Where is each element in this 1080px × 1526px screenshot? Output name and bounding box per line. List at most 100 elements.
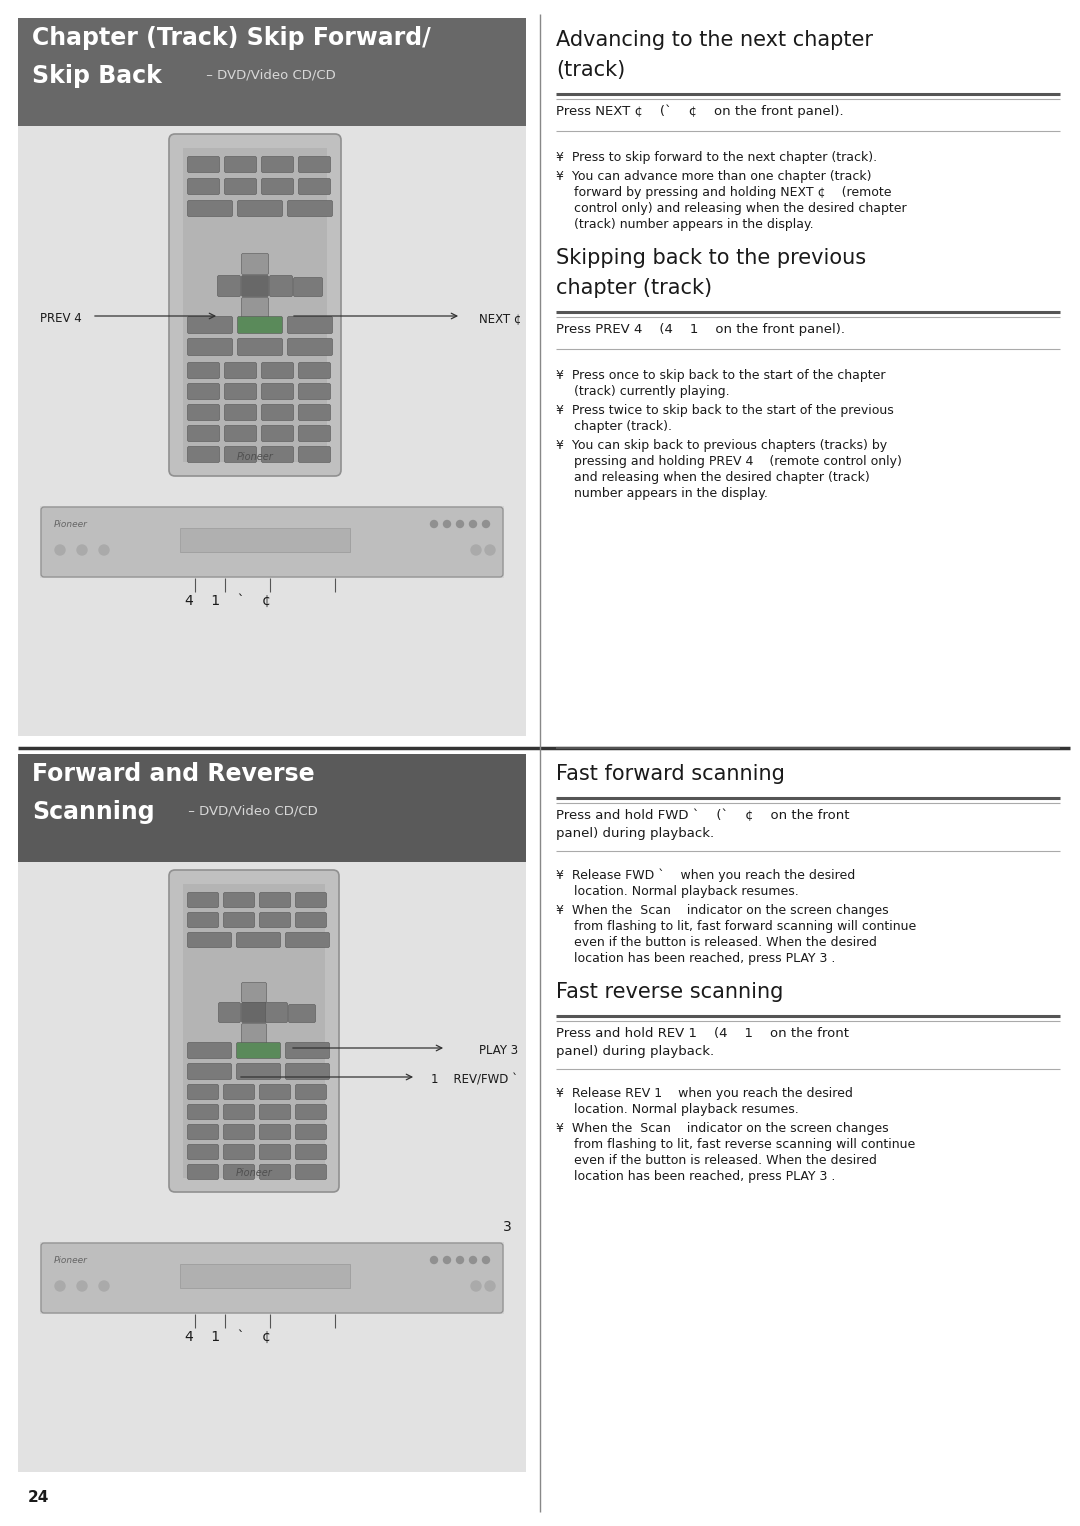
Text: Advancing to the next chapter: Advancing to the next chapter <box>556 31 873 50</box>
Bar <box>180 528 350 552</box>
FancyBboxPatch shape <box>225 179 257 194</box>
FancyBboxPatch shape <box>188 316 232 334</box>
Text: pressing and holding PREV 4    (remote control only): pressing and holding PREV 4 (remote cont… <box>573 455 902 468</box>
FancyBboxPatch shape <box>298 404 330 421</box>
FancyBboxPatch shape <box>298 447 330 462</box>
FancyBboxPatch shape <box>261 447 294 462</box>
Text: from flashing to lit, fast forward scanning will continue: from flashing to lit, fast forward scann… <box>573 920 916 932</box>
Text: Fast reverse scanning: Fast reverse scanning <box>556 983 783 1003</box>
FancyBboxPatch shape <box>188 913 218 928</box>
Text: Fast forward scanning: Fast forward scanning <box>556 765 785 784</box>
FancyBboxPatch shape <box>225 363 257 378</box>
Text: – DVD/Video CD/CD: – DVD/Video CD/CD <box>184 804 318 816</box>
Text: – DVD/Video CD/CD: – DVD/Video CD/CD <box>202 69 336 81</box>
Text: number appears in the display.: number appears in the display. <box>573 487 768 501</box>
Text: PREV 4: PREV 4 <box>40 313 82 325</box>
FancyBboxPatch shape <box>287 316 333 334</box>
Text: and releasing when the desired chapter (track): and releasing when the desired chapter (… <box>573 472 869 484</box>
FancyBboxPatch shape <box>188 363 219 378</box>
Circle shape <box>444 520 450 528</box>
Text: Pioneer: Pioneer <box>235 1167 272 1178</box>
Text: location has been reached, press PLAY 3 .: location has been reached, press PLAY 3 … <box>573 952 835 964</box>
Circle shape <box>55 545 65 555</box>
FancyBboxPatch shape <box>296 1125 326 1140</box>
Bar <box>183 148 327 462</box>
Text: Press and hold FWD `    (`    ¢    on the front: Press and hold FWD ` (` ¢ on the front <box>556 809 850 823</box>
Circle shape <box>483 520 489 528</box>
FancyBboxPatch shape <box>294 278 323 296</box>
FancyBboxPatch shape <box>188 1144 218 1160</box>
Text: control only) and releasing when the desired chapter: control only) and releasing when the des… <box>573 201 906 215</box>
FancyBboxPatch shape <box>188 404 219 421</box>
Text: even if the button is released. When the desired: even if the button is released. When the… <box>573 935 877 949</box>
Text: (track): (track) <box>556 60 625 79</box>
Circle shape <box>471 545 481 555</box>
FancyBboxPatch shape <box>296 913 326 928</box>
Text: ¥  You can skip back to previous chapters (tracks) by: ¥ You can skip back to previous chapters… <box>556 439 887 452</box>
Text: ¥  You can advance more than one chapter (track): ¥ You can advance more than one chapter … <box>556 169 872 183</box>
Circle shape <box>457 1256 463 1264</box>
FancyBboxPatch shape <box>296 893 326 908</box>
Circle shape <box>99 545 109 555</box>
Text: NEXT ¢: NEXT ¢ <box>478 313 521 325</box>
Text: even if the button is released. When the desired: even if the button is released. When the… <box>573 1154 877 1167</box>
Circle shape <box>55 1280 65 1291</box>
FancyBboxPatch shape <box>41 1244 503 1312</box>
Text: chapter (track): chapter (track) <box>556 278 712 298</box>
FancyBboxPatch shape <box>224 1085 255 1100</box>
Bar <box>18 127 526 736</box>
Circle shape <box>77 1280 87 1291</box>
FancyBboxPatch shape <box>188 1085 218 1100</box>
FancyBboxPatch shape <box>168 870 339 1192</box>
Text: ¥  Press twice to skip back to the start of the previous: ¥ Press twice to skip back to the start … <box>556 404 894 417</box>
Text: panel) during playback.: panel) during playback. <box>556 827 714 839</box>
Bar <box>18 754 526 862</box>
Text: Pioneer: Pioneer <box>54 520 87 530</box>
FancyBboxPatch shape <box>285 932 329 948</box>
FancyBboxPatch shape <box>224 1125 255 1140</box>
Text: Skipping back to the previous: Skipping back to the previous <box>556 249 866 269</box>
Circle shape <box>457 520 463 528</box>
Bar <box>180 1264 350 1288</box>
Text: 3: 3 <box>503 1219 512 1235</box>
FancyBboxPatch shape <box>298 179 330 194</box>
FancyBboxPatch shape <box>259 1085 291 1100</box>
FancyBboxPatch shape <box>238 316 283 334</box>
Bar <box>40 1242 504 1314</box>
FancyBboxPatch shape <box>261 179 294 194</box>
FancyBboxPatch shape <box>188 447 219 462</box>
FancyBboxPatch shape <box>188 179 219 194</box>
Text: Press and hold REV 1    (4    1    on the front: Press and hold REV 1 (4 1 on the front <box>556 1027 849 1041</box>
FancyBboxPatch shape <box>242 298 269 319</box>
FancyBboxPatch shape <box>237 932 281 948</box>
FancyBboxPatch shape <box>238 200 283 217</box>
FancyBboxPatch shape <box>224 1144 255 1160</box>
Circle shape <box>431 1256 437 1264</box>
Text: Pioneer: Pioneer <box>237 452 273 462</box>
FancyBboxPatch shape <box>242 253 269 275</box>
Circle shape <box>485 1280 495 1291</box>
Text: Press NEXT ¢    (`    ¢    on the front panel).: Press NEXT ¢ (` ¢ on the front panel). <box>556 105 843 119</box>
FancyBboxPatch shape <box>259 913 291 928</box>
Text: 4    1    `    ¢: 4 1 ` ¢ <box>185 1331 271 1344</box>
FancyBboxPatch shape <box>242 1024 267 1044</box>
FancyBboxPatch shape <box>298 426 330 441</box>
Bar <box>18 862 526 1473</box>
FancyBboxPatch shape <box>259 1125 291 1140</box>
Text: (track) number appears in the display.: (track) number appears in the display. <box>573 218 813 230</box>
FancyBboxPatch shape <box>237 1042 281 1059</box>
FancyBboxPatch shape <box>188 339 232 356</box>
Circle shape <box>77 545 87 555</box>
FancyBboxPatch shape <box>298 157 330 172</box>
Text: location has been reached, press PLAY 3 .: location has been reached, press PLAY 3 … <box>573 1170 835 1183</box>
Text: ¥  Press to skip forward to the next chapter (track).: ¥ Press to skip forward to the next chap… <box>556 151 877 163</box>
FancyBboxPatch shape <box>261 363 294 378</box>
FancyBboxPatch shape <box>238 339 283 356</box>
Text: location. Normal playback resumes.: location. Normal playback resumes. <box>573 1103 799 1116</box>
FancyBboxPatch shape <box>188 893 218 908</box>
FancyBboxPatch shape <box>168 134 341 476</box>
FancyBboxPatch shape <box>298 363 330 378</box>
FancyBboxPatch shape <box>261 426 294 441</box>
Circle shape <box>470 1256 476 1264</box>
FancyBboxPatch shape <box>188 1105 218 1120</box>
